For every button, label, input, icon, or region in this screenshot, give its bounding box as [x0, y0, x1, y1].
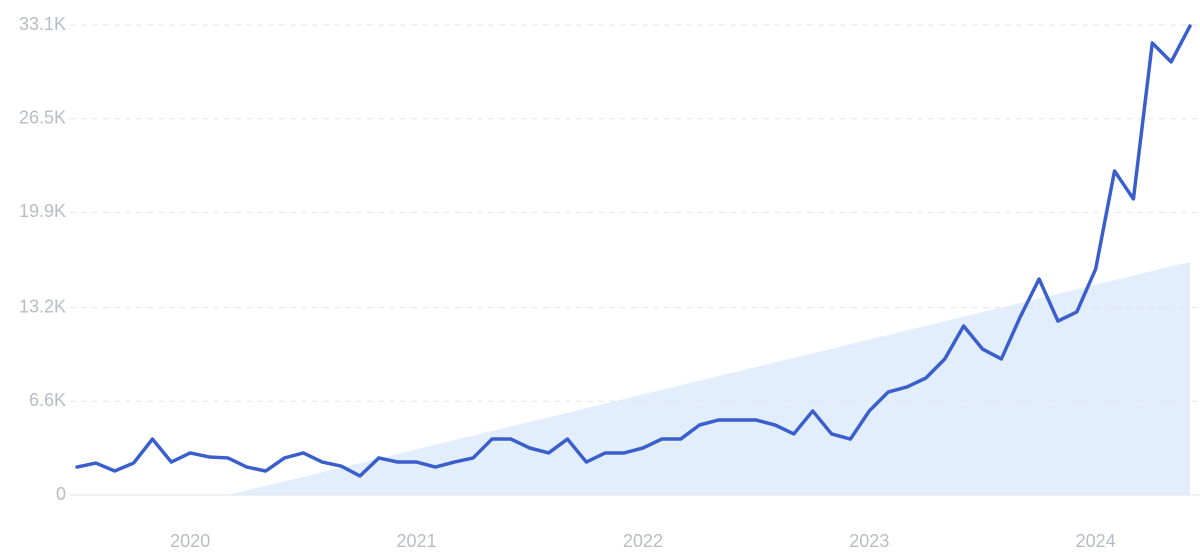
- x-tick-label: 2024: [1076, 531, 1116, 551]
- x-tick-label: 2020: [170, 531, 210, 551]
- x-tick-label: 2022: [623, 531, 663, 551]
- y-tick-label: 19.9K: [19, 201, 66, 221]
- y-tick-label: 13.2K: [19, 296, 66, 316]
- y-tick-label: 26.5K: [19, 107, 66, 127]
- x-tick-label: 2023: [849, 531, 889, 551]
- trend-area: [227, 261, 1190, 495]
- data-line: [75, 24, 1192, 478]
- y-tick-label: 0: [56, 484, 66, 504]
- y-tick-label: 6.6K: [29, 390, 66, 410]
- x-tick-label: 2021: [397, 531, 437, 551]
- y-tick-label: 33.1K: [19, 14, 66, 34]
